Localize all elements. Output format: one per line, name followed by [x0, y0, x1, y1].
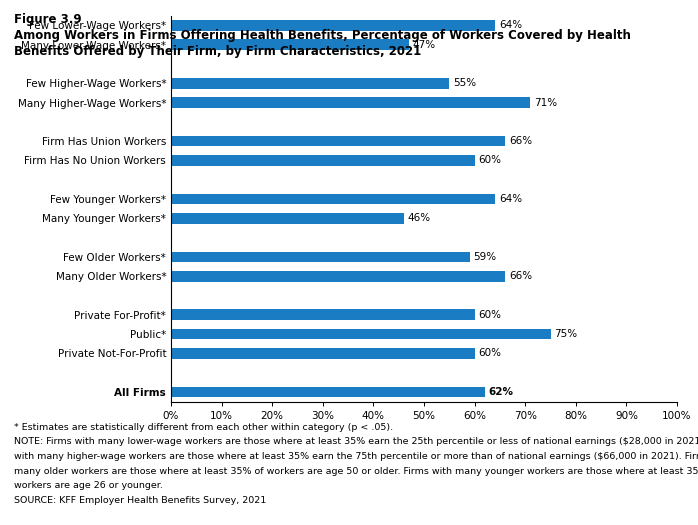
Text: 55%: 55% — [454, 78, 477, 88]
Text: Figure 3.9: Figure 3.9 — [14, 13, 82, 26]
Text: 62%: 62% — [489, 387, 514, 397]
Text: 59%: 59% — [474, 252, 497, 262]
Bar — [171, 136, 505, 146]
Text: 60%: 60% — [479, 310, 502, 320]
Text: 46%: 46% — [408, 213, 431, 223]
Text: 66%: 66% — [509, 271, 532, 281]
Text: SOURCE: KFF Employer Health Benefits Survey, 2021: SOURCE: KFF Employer Health Benefits Sur… — [14, 496, 266, 505]
Bar — [171, 348, 475, 359]
Text: workers are age 26 or younger.: workers are age 26 or younger. — [14, 481, 163, 490]
Text: 64%: 64% — [499, 194, 522, 204]
Text: * Estimates are statistically different from each other within category (p < .05: * Estimates are statistically different … — [14, 423, 393, 432]
Text: 66%: 66% — [509, 136, 532, 146]
Bar — [171, 251, 470, 262]
Bar — [171, 213, 403, 224]
Text: 75%: 75% — [555, 329, 578, 339]
Text: 60%: 60% — [479, 155, 502, 165]
Text: many older workers are those where at least 35% of workers are age 50 or older. : many older workers are those where at le… — [14, 467, 698, 476]
Bar — [171, 387, 484, 397]
Bar — [171, 39, 409, 50]
Bar — [171, 20, 495, 30]
Bar — [171, 78, 450, 89]
Text: NOTE: Firms with many lower-wage workers are those where at least 35% earn the 2: NOTE: Firms with many lower-wage workers… — [14, 437, 698, 446]
Bar — [171, 271, 505, 281]
Bar — [171, 310, 475, 320]
Text: Among Workers in Firms Offering Health Benefits, Percentage of Workers Covered b: Among Workers in Firms Offering Health B… — [14, 29, 631, 42]
Bar — [171, 155, 475, 166]
Bar — [171, 97, 530, 108]
Text: with many higher-wage workers are those where at least 35% earn the 75th percent: with many higher-wage workers are those … — [14, 452, 698, 461]
Text: 60%: 60% — [479, 349, 502, 359]
Bar — [171, 194, 495, 204]
Bar — [171, 329, 551, 339]
Text: 71%: 71% — [535, 98, 558, 108]
Text: 64%: 64% — [499, 20, 522, 30]
Text: Benefits Offered by Their Firm, by Firm Characteristics, 2021: Benefits Offered by Their Firm, by Firm … — [14, 45, 421, 58]
Text: 47%: 47% — [413, 40, 436, 50]
